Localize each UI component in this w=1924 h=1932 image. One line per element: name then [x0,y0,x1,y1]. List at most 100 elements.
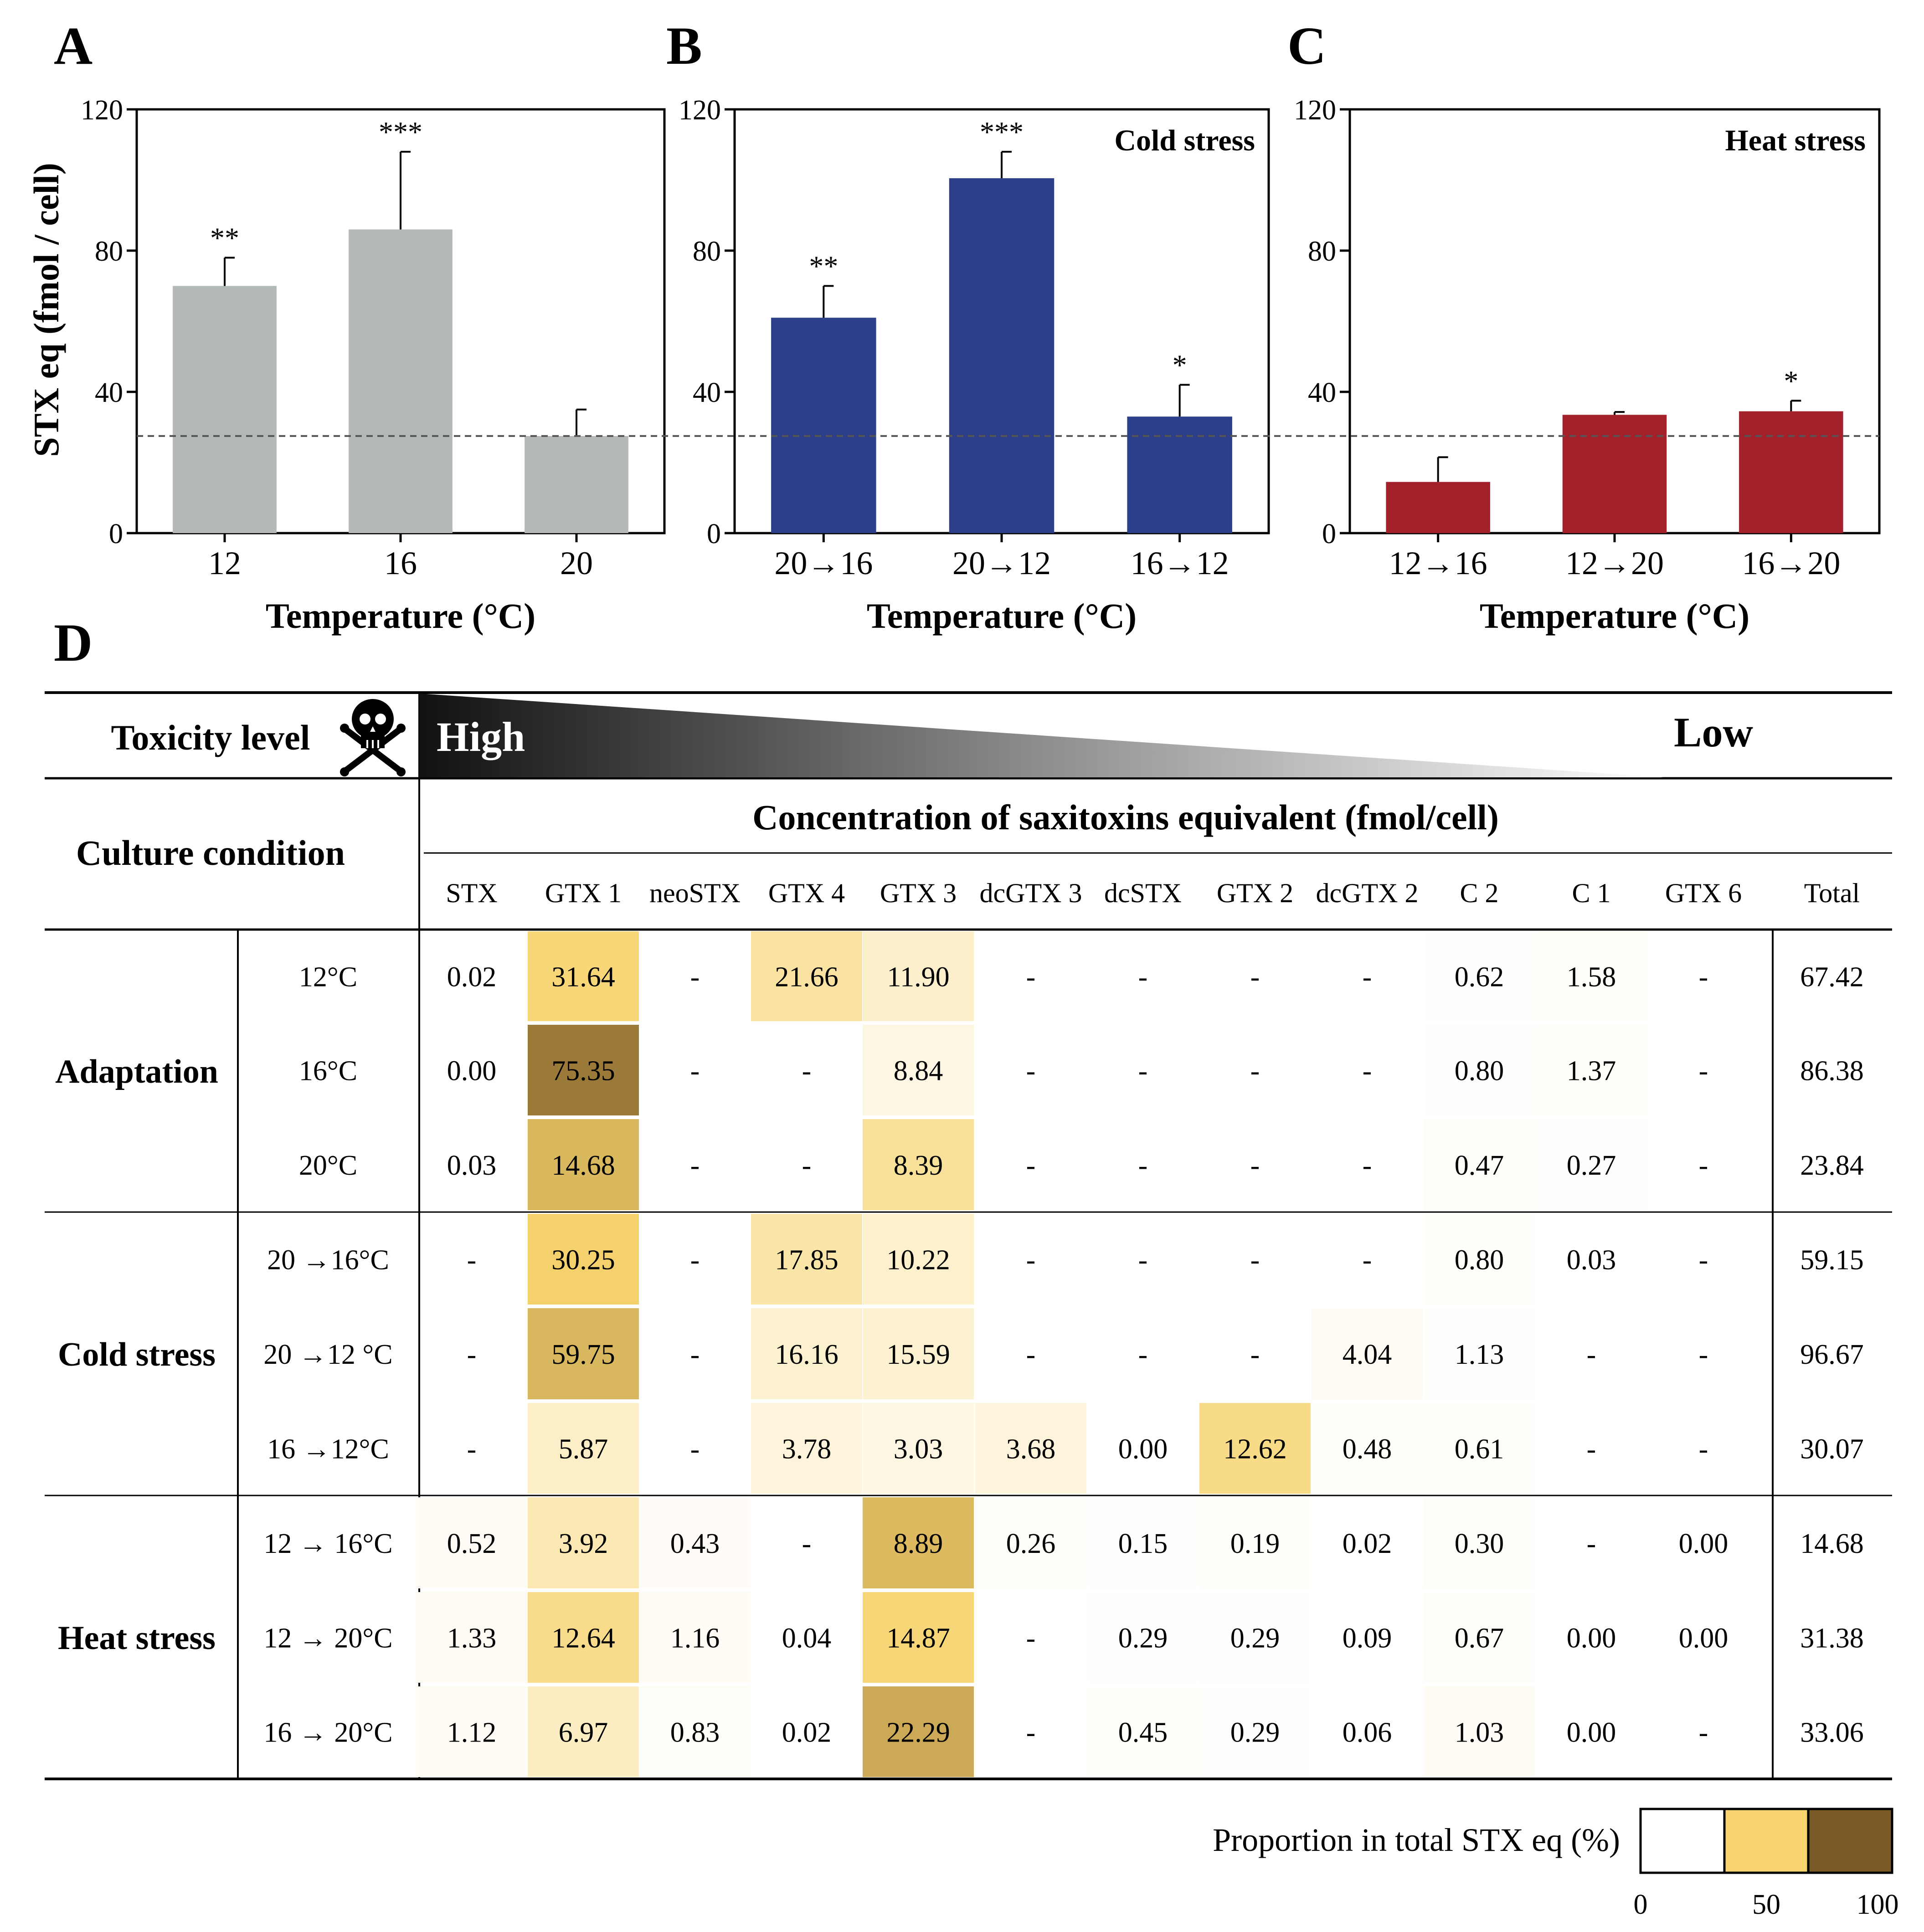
table-cell: 10.22 [886,1245,950,1276]
table-cell: 6.97 [559,1717,608,1748]
table-cell: - [690,962,700,993]
table-cell: 8.89 [894,1528,943,1559]
toxicity-level-label: Toxicity level [111,718,310,757]
table-cell: 0.00 [447,1056,497,1087]
table-cell: - [1138,962,1148,993]
table-cell: - [1699,1056,1708,1087]
legend-tick-100: 100 [1857,1889,1899,1920]
adaptation-xtick-label: 16 [384,545,417,581]
cold-significance: *** [980,116,1024,148]
heat-cell [1424,1214,1535,1305]
column-header: Total [1804,878,1860,908]
table-cell: 0.00 [1118,1434,1168,1465]
chart-adaptation: 0 40 80 120 ** 12 *** 16 20 Temperature (°C) [81,95,666,636]
toxin-table: Toxicity level High Low Culture conditio… [45,691,1899,1920]
table-cell: 21.66 [775,962,839,993]
table-cell: 30.25 [551,1245,615,1276]
y-axis-title: STX eq (fmol / cell) [26,163,66,457]
heat-cell [639,1497,751,1588]
heat-cell [863,1308,974,1399]
cold-bar [1127,416,1232,533]
table-cell: - [1363,962,1372,993]
heat-bar [1739,411,1843,533]
table-cell: 8.84 [894,1056,943,1087]
table-cell: 0.43 [670,1528,720,1559]
table-cell: 0.83 [670,1717,720,1748]
table-cell: 0.03 [1567,1245,1616,1276]
heat-stress-title: Heat stress [1725,124,1866,157]
heat-cell [1199,1592,1311,1683]
table-cell: - [1699,1339,1708,1370]
row-condition: 16 →12°C [267,1434,389,1465]
table-cell: - [1587,1339,1596,1370]
heat-cell [528,1308,639,1399]
table-cell: 17.85 [775,1245,839,1276]
culture-condition-label: Culture condition [76,833,345,873]
table-cell: - [1138,1056,1148,1087]
heat-cell [1199,1497,1311,1588]
heat-cell [639,1592,751,1683]
table-cell: - [690,1434,700,1465]
legend-swatch-mid [1723,1808,1810,1874]
table-cell: - [1138,1245,1148,1276]
heat-cell [528,1025,639,1115]
table-cell: 5.87 [559,1434,608,1465]
table-cell: - [1699,1717,1708,1748]
table-cell: 0.06 [1343,1717,1392,1748]
legend-tick-50: 50 [1752,1889,1780,1920]
table-cell: 15.59 [886,1339,950,1370]
table-cell: - [1587,1528,1596,1559]
table-cell: - [1363,1056,1372,1087]
table-cell: - [802,1528,812,1559]
heat-cell [1424,1497,1535,1588]
table-column-headers: STX GTX 1 neoSTX GTX 4 GTX 3 dcGTX 3 dcSTX GTX … [446,878,1860,908]
column-header: C 1 [1572,878,1610,908]
table-cell: - [1026,1056,1036,1087]
heat-cell [639,1686,751,1777]
table-cell: 3.78 [782,1434,832,1465]
table-cell: 1.13 [1455,1339,1504,1370]
table-cell: 0.45 [1118,1717,1168,1748]
heat-cell [1424,931,1535,1021]
heat-cell [1536,931,1647,1021]
heat-cell [1424,1403,1535,1494]
heat-cell [528,931,639,1021]
table-cell: 0.27 [1567,1150,1616,1181]
heat-cell [1312,1308,1423,1399]
table-cell: - [1699,1245,1708,1276]
table-cell: 0.04 [782,1623,832,1654]
table-cell: 0.29 [1230,1717,1280,1748]
heat-cell [751,931,862,1021]
table-cell: 1.33 [447,1623,497,1654]
heat-cell [1424,1686,1535,1777]
heat-cell [528,1214,639,1305]
table-cell: - [1026,1150,1036,1181]
table-cell: 3.68 [1006,1434,1056,1465]
cold-xtick-label: 20→12 [952,545,1051,581]
heat-cell [863,1592,974,1683]
heat-cell [975,1497,1086,1588]
heat-cell [1087,1497,1199,1588]
column-header: dcSTX [1104,878,1182,908]
heat-ytick-label: 40 [1308,377,1336,408]
panel-letter-b: B [666,16,702,76]
cold-significance: * [1173,349,1187,381]
table-cell: - [1250,1245,1260,1276]
table-cell: - [1026,1717,1036,1748]
adaptation-ytick-label: 0 [109,519,123,550]
table-cell: 22.29 [886,1717,950,1748]
table-cell: - [690,1245,700,1276]
table-cell: 0.02 [782,1717,832,1748]
cold-bar [771,318,876,533]
row-condition: 12 → 16°C [263,1528,392,1559]
adaptation-ytick-label: 80 [95,236,123,267]
cold-xtick-label: 20→16 [774,545,873,581]
column-header: GTX 6 [1665,878,1742,908]
column-header: dcGTX 2 [1316,878,1419,908]
table-cell: - [467,1245,477,1276]
table-cell: 1.03 [1455,1717,1504,1748]
row-condition: 16 → 20°C [263,1717,392,1748]
heat-cell [528,1686,639,1777]
heat-cell [1424,1025,1535,1115]
group-label: Heat stress [58,1619,216,1657]
